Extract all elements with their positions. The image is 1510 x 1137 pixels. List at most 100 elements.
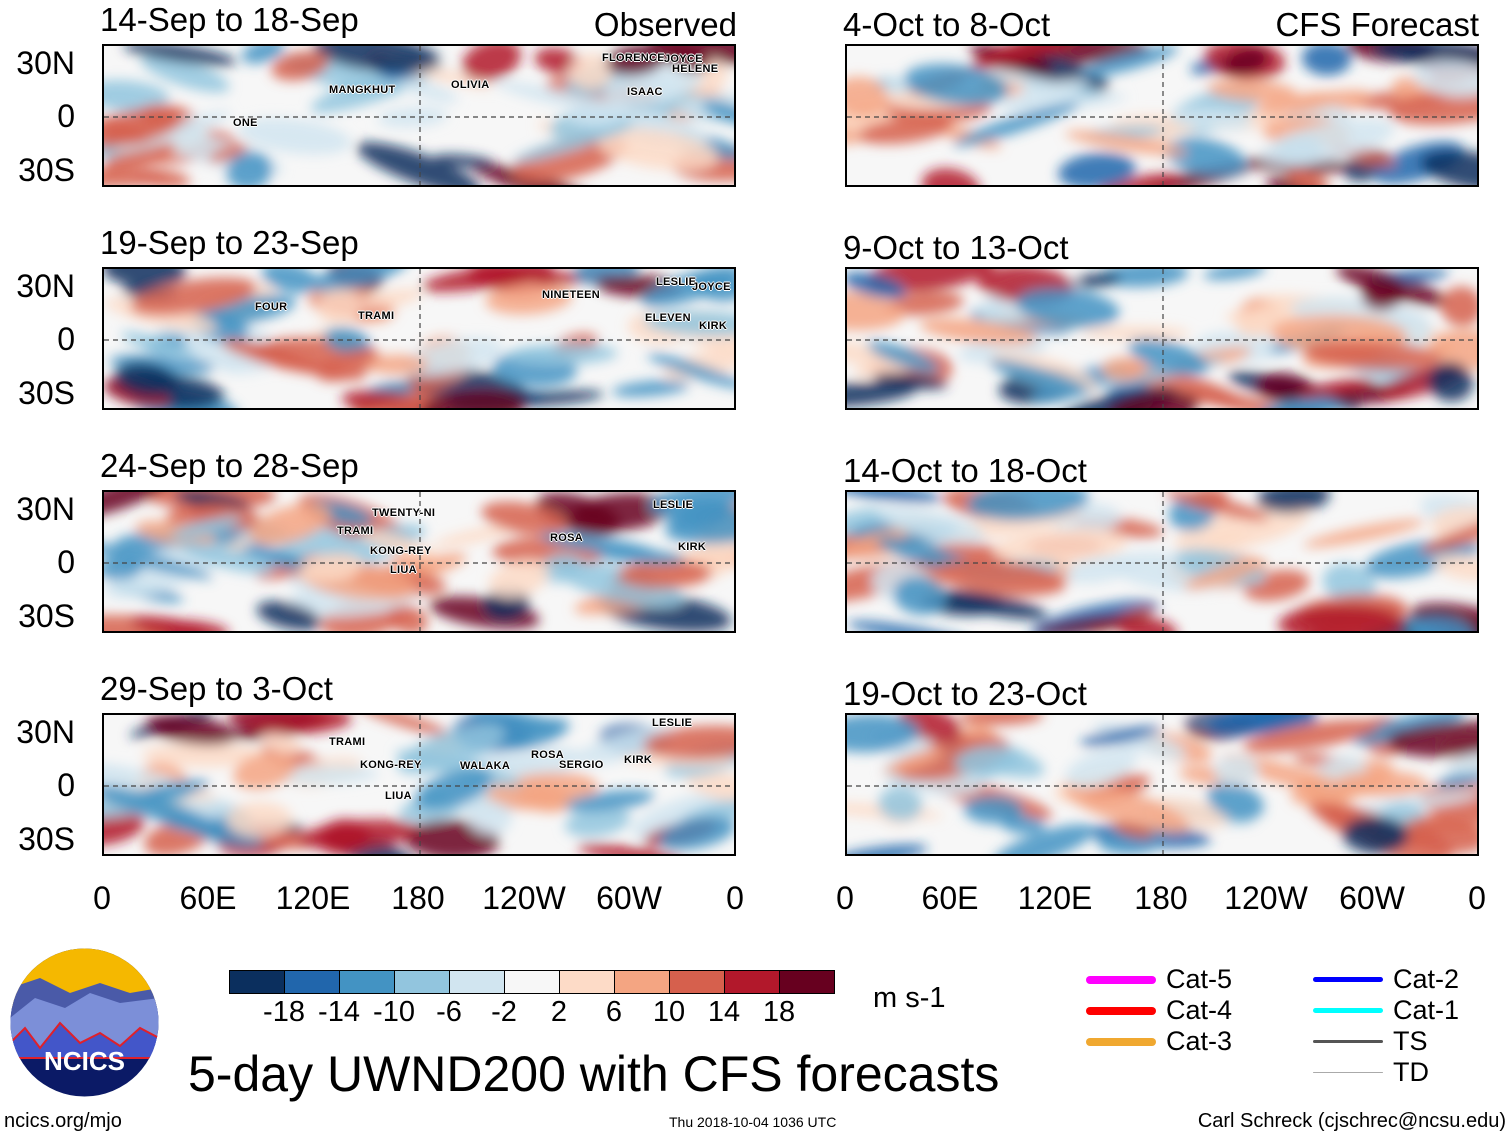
legend-item-cat5: Cat-5 [1086,964,1232,995]
legend-swatch [1313,1072,1383,1073]
legend-item-cat2: Cat-2 [1313,964,1459,995]
storm-label: ROSA [531,749,564,761]
map-panel-forecast-3 [845,490,1479,633]
lon-label: 180 [1134,880,1188,916]
storm-label: ONE [233,117,258,129]
legend-label: TD [1393,1057,1429,1087]
storm-label: TRAMI [329,736,366,748]
storm-label: TRAMI [358,310,395,322]
map-panel-observed-3: TWENTY-NI TRAMI KONG-REY LIUA ROSA LESLI… [102,490,736,633]
lon-label: 120W [482,880,566,916]
storm-label: KONG-REY [360,759,422,771]
colorbar-swatch [615,971,670,993]
storm-label: ISAAC [627,86,663,98]
lat-label: 30S [18,598,75,634]
storm-label: TWENTY-NI [372,507,436,519]
storm-label: OLIVIA [451,79,490,91]
storm-label: WALAKA [460,760,511,772]
wind-field [104,46,734,185]
storm-label: LESLIE [652,717,693,729]
footer-url: ncics.org/mjo [4,1110,122,1132]
storm-label: JOYCE [692,281,731,293]
panel-title: 19-Sep to 23-Sep [100,224,359,261]
colorbar-swatch [395,971,450,993]
panel-title: 24-Sep to 28-Sep [100,447,359,484]
lat-label: 0 [57,544,75,580]
storm-label: FOUR [255,301,288,313]
storm-label: LESLIE [656,276,697,288]
lon-label: 60W [1339,880,1405,916]
legend-item-cat3: Cat-3 [1086,1026,1232,1057]
lon-label: 0 [93,880,111,916]
storm-label: SERGIO [559,759,604,771]
storm-label: FLORENCE [602,52,665,64]
lon-label: 180 [391,880,445,916]
footer-author: Carl Schreck (cjschrec@ncsu.edu) [1197,1110,1506,1132]
storm-label: LESLIE [653,499,694,511]
panel-title: 14-Oct to 18-Oct [843,452,1087,489]
legend-swatch [1086,1006,1156,1015]
legend-label: Cat-3 [1166,1026,1233,1056]
legend-swatch [1086,1037,1156,1046]
legend-swatch [1313,977,1383,982]
colorbar-swatch [340,971,395,993]
legend-item-td: TD [1313,1057,1429,1088]
panel-title: 9-Oct to 13-Oct [843,229,1069,266]
legend-item-cat4: Cat-4 [1086,995,1232,1026]
lon-label: 0 [1468,880,1486,916]
storm-label: LIUA [390,564,417,576]
colorbar-tick-label: -6 [436,996,462,1028]
panel-title: 14-Sep to 18-Sep [100,1,359,38]
footer-timestamp: Thu 2018-10-04 1036 UTC [669,1114,837,1130]
colorbar-tick-label: 14 [707,996,741,1028]
wind-field [104,492,734,631]
panel-title: 29-Sep to 3-Oct [100,670,333,707]
lat-label: 30S [18,821,75,857]
colorbar-swatch [725,971,780,993]
lon-label: 60E [179,880,237,916]
colorbar-tick-label: 2 [550,996,568,1028]
lat-label: 30N [16,45,75,81]
wind-field [847,492,1477,631]
legend-swatch [1313,1040,1383,1043]
legend-label: Cat-1 [1393,995,1460,1025]
lat-label: 30N [16,268,75,304]
colorbar-tick-label: -2 [491,996,517,1028]
colorbar-tick-label: 6 [605,996,623,1028]
map-panel-forecast-4 [845,713,1479,856]
colorbar [229,970,835,994]
legend-label: Cat-4 [1166,995,1233,1025]
map-panel-observed-1: MANGKHUT OLIVIA FLORENCE JOYCE HELENE IS… [102,44,736,187]
map-panel-forecast-2 [845,267,1479,410]
colorbar-tick-label: -10 [373,996,415,1028]
lon-label: 120E [1017,880,1093,916]
map-panel-forecast-1 [845,44,1479,187]
wind-field [847,46,1477,185]
storm-label: LIUA [385,790,412,802]
lon-label: 120W [1224,880,1308,916]
lon-label: 0 [836,880,854,916]
wind-field [104,715,734,854]
lat-label: 0 [57,767,75,803]
lat-label: 30S [18,152,75,188]
wind-field [847,269,1477,408]
lon-label: 120E [275,880,351,916]
storm-label: KIRK [678,541,707,553]
lat-label: 0 [57,98,75,134]
colorbar-swatch [285,971,340,993]
storm-label: MANGKHUT [329,84,396,96]
storm-label: NINETEEN [542,289,601,301]
lat-label: 0 [57,321,75,357]
lat-label: 30N [16,491,75,527]
storm-label: ROSA [550,532,583,544]
storm-label: KIRK [699,320,728,332]
legend-item-cat1: Cat-1 [1313,995,1459,1026]
lon-label: 60W [596,880,662,916]
legend-label: Cat-5 [1166,964,1233,994]
colorbar-tick-label: 18 [762,996,796,1028]
legend-item-ts: TS [1313,1026,1428,1057]
wind-field [104,269,734,408]
legend-label: Cat-2 [1393,964,1460,994]
panel-corner-label: Observed [593,6,737,43]
